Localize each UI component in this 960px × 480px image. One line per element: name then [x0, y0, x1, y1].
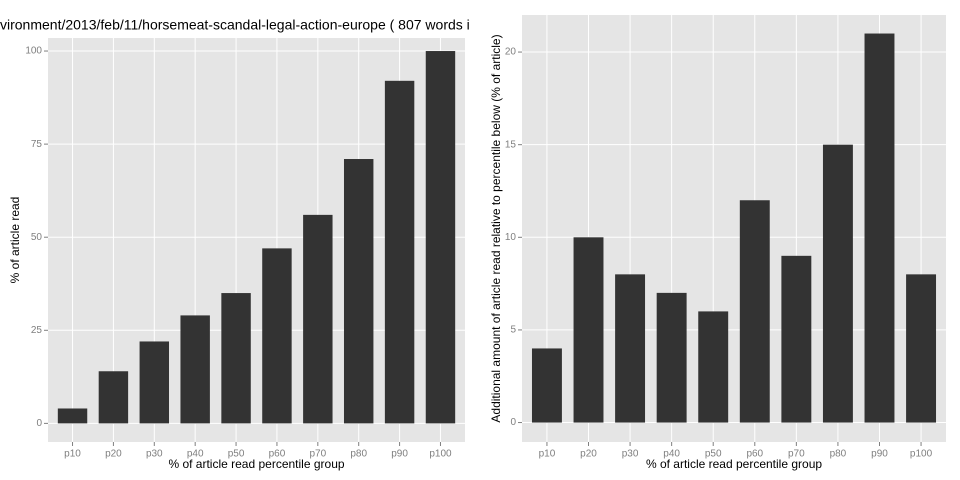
x-tick-label: p40 — [187, 449, 204, 460]
bar — [57, 408, 88, 424]
x-tick-label: p80 — [830, 449, 847, 460]
bar — [221, 293, 251, 424]
bar — [139, 341, 170, 424]
bar — [698, 311, 729, 423]
bar — [384, 80, 415, 424]
chart-title: vironment/2013/feb/11/horsemeat-scandal-… — [0, 17, 470, 33]
bar — [98, 371, 129, 424]
y-tick-label: 100 — [25, 46, 42, 57]
x-tick-label: p10 — [64, 449, 81, 460]
bar — [656, 292, 687, 423]
x-tick-label: p80 — [350, 449, 367, 460]
x-tick-label: p50 — [228, 449, 245, 460]
x-tick-label: p60 — [269, 449, 286, 460]
bar — [303, 214, 333, 424]
y-axis-label: % of article read — [8, 197, 22, 284]
x-tick-label: p30 — [146, 449, 163, 460]
y-tick-label: 75 — [31, 139, 43, 150]
bar — [906, 274, 937, 423]
y-tick-label: 0 — [510, 417, 516, 428]
x-tick-label: p20 — [105, 449, 122, 460]
bar — [864, 33, 895, 423]
bar — [180, 315, 210, 424]
bar — [781, 255, 812, 423]
x-tick-label: p90 — [391, 449, 408, 460]
y-tick-label: 10 — [505, 232, 517, 243]
x-axis-label: % of article read percentile group — [168, 457, 344, 471]
bar — [425, 51, 456, 424]
y-tick-label: 50 — [31, 232, 43, 243]
y-tick-label: 25 — [31, 325, 43, 336]
x-tick-label: p100 — [429, 449, 452, 460]
x-tick-label: p90 — [871, 449, 888, 460]
bar — [739, 200, 770, 423]
y-tick-label: 15 — [505, 139, 517, 150]
bar — [262, 248, 292, 424]
x-tick-label: p70 — [309, 449, 326, 460]
x-tick-label: p60 — [746, 449, 763, 460]
x-tick-label: p10 — [539, 449, 556, 460]
x-tick-label: p40 — [663, 449, 680, 460]
bar — [531, 348, 562, 423]
y-tick-label: 0 — [36, 418, 42, 429]
bar — [343, 159, 374, 424]
x-tick-label: p100 — [910, 449, 933, 460]
bar — [615, 274, 646, 423]
x-tick-label: p70 — [788, 449, 805, 460]
x-axis-label: % of article read percentile group — [646, 457, 822, 471]
x-tick-label: p20 — [580, 449, 597, 460]
bar — [573, 237, 604, 423]
y-axis-label: Additional amount of article read relati… — [489, 34, 503, 422]
bar — [822, 144, 853, 423]
x-tick-label: p50 — [705, 449, 722, 460]
title-clip: vironment/2013/feb/11/horsemeat-scandal-… — [0, 17, 470, 33]
y-tick-label: 5 — [510, 325, 516, 336]
x-tick-label: p30 — [622, 449, 639, 460]
y-tick-label: 20 — [505, 47, 517, 58]
